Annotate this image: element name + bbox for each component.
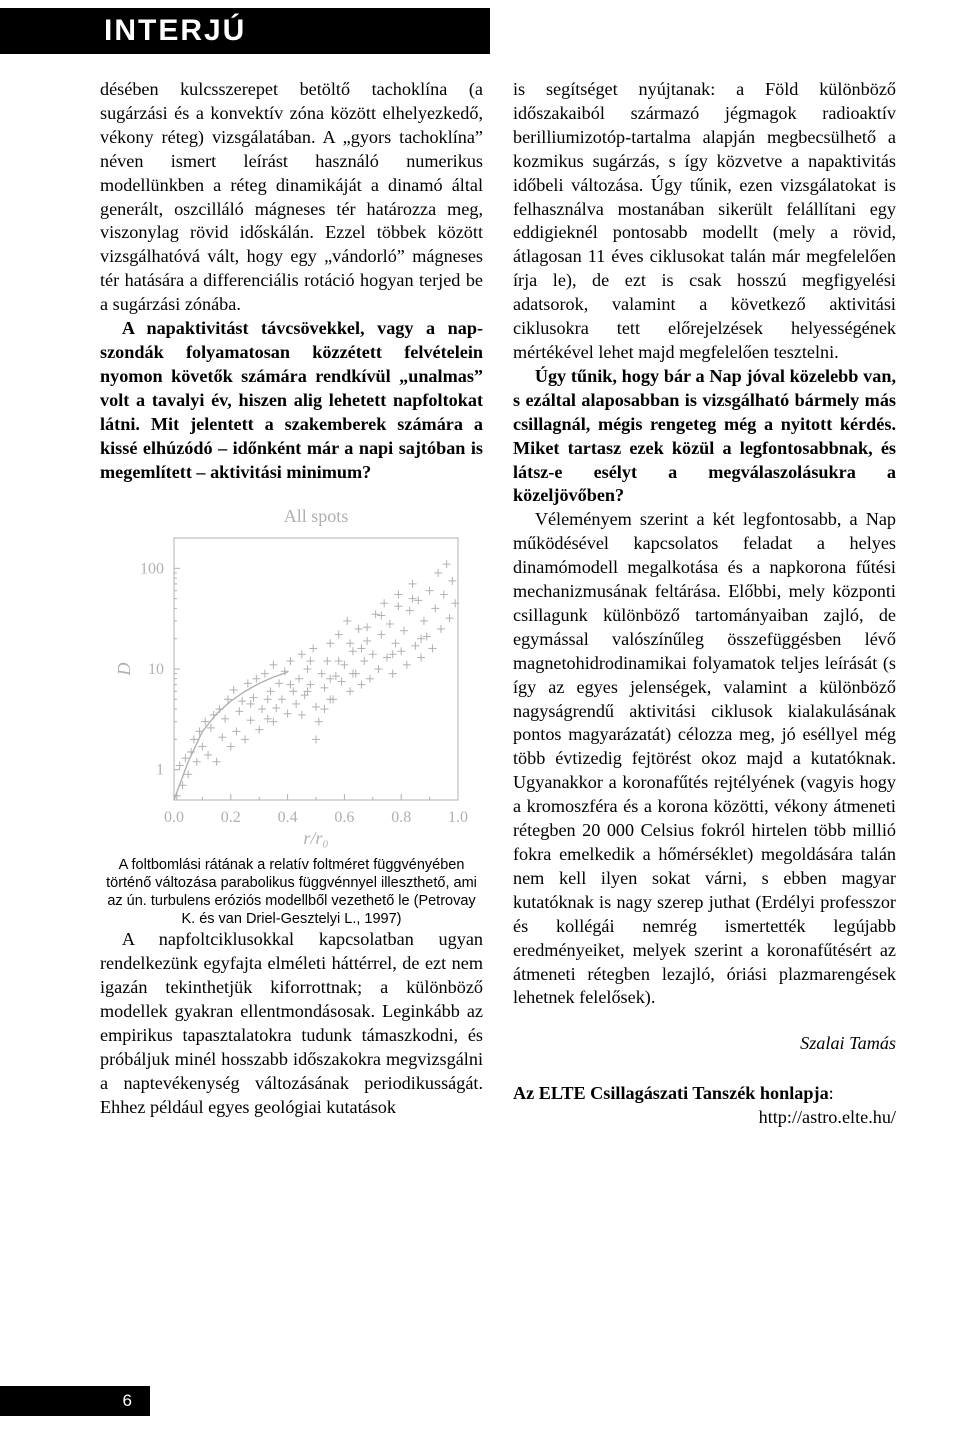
- svg-text:0.0: 0.0: [164, 809, 184, 826]
- right-column: is segítséget nyújtanak: a Föld különböz…: [513, 78, 896, 1130]
- svg-text:r/r₀: r/r₀: [303, 828, 328, 848]
- svg-text:0.6: 0.6: [334, 809, 354, 826]
- svg-text:All spots: All spots: [283, 506, 348, 526]
- svg-text:D: D: [114, 663, 134, 677]
- right-para-3: Véleményem szerint a két legfontosabb, a…: [513, 508, 896, 1010]
- left-para-2-question: A napaktivitást távcsövekkel, vagy a nap…: [100, 317, 483, 484]
- svg-text:0.8: 0.8: [391, 809, 411, 826]
- link-url: http://astro.elte.hu/: [513, 1106, 896, 1130]
- left-para-1: désében kulcsszerepet betöltő tachoklína…: [100, 78, 483, 317]
- left-column: désében kulcsszerepet betöltő tachoklína…: [100, 78, 483, 1130]
- colon: :: [829, 1083, 834, 1103]
- author-byline: Szalai Tamás: [513, 1032, 896, 1056]
- svg-text:10: 10: [148, 661, 164, 678]
- link-line: Az ELTE Csillagászati Tanszék honlapja:: [513, 1082, 896, 1106]
- svg-text:0.2: 0.2: [220, 809, 240, 826]
- svg-text:100: 100: [140, 561, 164, 578]
- svg-text:1: 1: [156, 762, 164, 779]
- page-body: désében kulcsszerepet betöltő tachoklína…: [100, 78, 896, 1130]
- page-number: 6: [123, 1391, 132, 1410]
- scatter-plot-svg: All spots 0.0 0.2 0.4 0.6 0.8 1.0 1 10 100 r/r₀ D: [112, 502, 472, 852]
- link-label: Az ELTE Csillagászati Tanszék honlapja: [513, 1083, 829, 1103]
- section-label: INTERJÚ: [104, 14, 246, 47]
- svg-text:0.4: 0.4: [277, 809, 297, 826]
- section-header: INTERJÚ: [0, 8, 490, 54]
- right-para-1: is segítséget nyújtanak: a Föld különböz…: [513, 78, 896, 365]
- right-para-2-question: Úgy tűnik, hogy bár a Nap jóval közelebb…: [513, 365, 896, 508]
- left-para-3: A napfoltciklusokkal kapcsolatban ugyan …: [100, 928, 483, 1119]
- svg-text:1.0: 1.0: [448, 809, 468, 826]
- figure-caption: A foltbomlási rátának a relatív foltmére…: [100, 856, 483, 928]
- figure-scatter: All spots 0.0 0.2 0.4 0.6 0.8 1.0 1 10 100 r/r₀ D: [100, 502, 483, 852]
- page-number-band: 6: [0, 1386, 150, 1416]
